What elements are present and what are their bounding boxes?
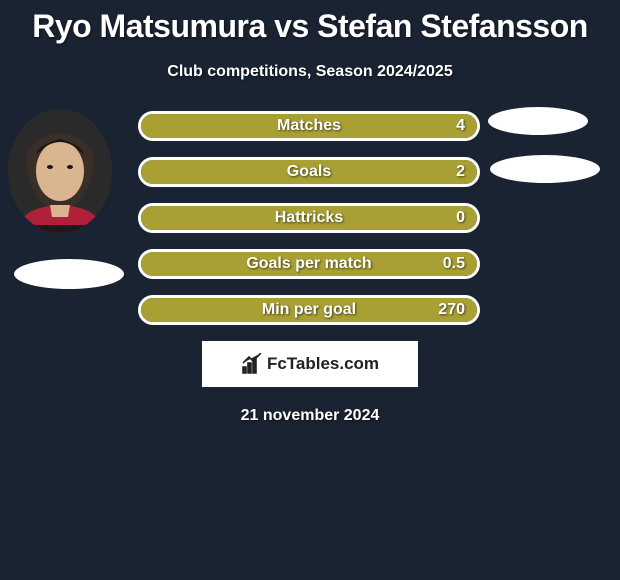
stat-value: 0.5	[443, 255, 465, 273]
page-title: Ryo Matsumura vs Stefan Stefansson	[0, 0, 620, 45]
stat-value: 270	[438, 301, 465, 319]
stats-bars: Matches 4 Goals 2 Hattricks 0 Goals per …	[138, 111, 480, 325]
stat-bar-min-per-goal: Min per goal 270	[138, 295, 480, 325]
attribution-text: FcTables.com	[267, 354, 379, 374]
chart-icon	[241, 353, 263, 375]
player-left-avatar	[8, 109, 112, 233]
avatar-placeholder-icon	[8, 109, 112, 233]
player-left-blob	[14, 259, 124, 289]
attribution-logo: FcTables.com	[202, 341, 418, 387]
stat-bar-hattricks: Hattricks 0	[138, 203, 480, 233]
stat-value: 2	[456, 163, 465, 181]
stat-label: Hattricks	[275, 209, 343, 227]
stat-bar-goals-per-match: Goals per match 0.5	[138, 249, 480, 279]
subtitle: Club competitions, Season 2024/2025	[0, 63, 620, 81]
player-right-blob-2	[490, 155, 600, 183]
comparison-panel: Matches 4 Goals 2 Hattricks 0 Goals per …	[0, 111, 620, 425]
stat-value: 0	[456, 209, 465, 227]
date-label: 21 november 2024	[0, 407, 620, 425]
stat-value: 4	[456, 117, 465, 135]
stat-label: Min per goal	[262, 301, 356, 319]
stat-bar-matches: Matches 4	[138, 111, 480, 141]
player-right-blob-1	[488, 107, 588, 135]
stat-label: Goals	[287, 163, 331, 181]
stat-label: Matches	[277, 117, 341, 135]
stat-bar-goals: Goals 2	[138, 157, 480, 187]
stat-label: Goals per match	[246, 255, 371, 273]
